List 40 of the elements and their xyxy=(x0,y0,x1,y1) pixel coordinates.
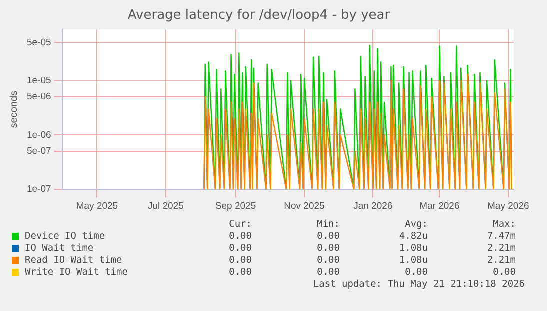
y-tick-label: 1e-05 xyxy=(26,75,52,86)
text: 0.00 xyxy=(228,254,252,266)
text: Avg: xyxy=(404,218,428,230)
text: 0.00 xyxy=(228,242,252,254)
x-tick-label: Mar 2026 xyxy=(420,200,460,212)
text: Min: xyxy=(316,218,340,230)
legend-label: Read IO Wait time xyxy=(25,254,122,266)
y-tick-label: 1e-07 xyxy=(26,184,52,196)
text: 4.82u xyxy=(398,230,428,242)
chart-title: Average latency for /dev/loop4 - by year xyxy=(128,8,391,24)
y-tick-label: 5e-07 xyxy=(26,146,52,158)
text: 2.21m xyxy=(486,242,516,254)
text: Cur: xyxy=(228,218,252,230)
legend-label: Device IO time xyxy=(25,230,106,242)
y-tick-label: 5e-06 xyxy=(26,92,52,103)
text: 0.00 xyxy=(228,266,252,278)
x-tick-label: May 2026 xyxy=(488,200,530,212)
text: 2.21m xyxy=(486,254,516,266)
x-tick-label: Jan 2026 xyxy=(354,200,393,212)
text: 0.00 xyxy=(492,266,516,278)
y-axis-title: seconds xyxy=(8,90,20,128)
text: 0.00 xyxy=(316,242,340,254)
text: Last update: Thu May 21 21:10:18 2026 xyxy=(312,279,525,290)
text: 0.00 xyxy=(404,266,428,278)
text: 1.08u xyxy=(398,254,428,266)
x-tick-label: Nov 2025 xyxy=(284,200,325,212)
y-tick-label: 1e-06 xyxy=(26,130,52,141)
text: 0.00 xyxy=(316,254,340,266)
x-tick-label: Jul 2025 xyxy=(148,200,184,212)
legend-label: IO Wait time xyxy=(25,242,94,254)
text: Max: xyxy=(492,218,516,230)
x-tick-label: Sep 2025 xyxy=(215,200,256,212)
x-tick-label: May 2025 xyxy=(76,200,118,212)
legend-label: Write IO Wait time xyxy=(25,266,128,278)
text: 0.00 xyxy=(316,266,340,278)
text: 1.08u xyxy=(398,242,428,254)
text: 0.00 xyxy=(316,230,340,242)
text: 0.00 xyxy=(228,230,252,242)
text: 7.47m xyxy=(486,230,516,242)
y-tick-label: 5e-05 xyxy=(26,37,52,48)
